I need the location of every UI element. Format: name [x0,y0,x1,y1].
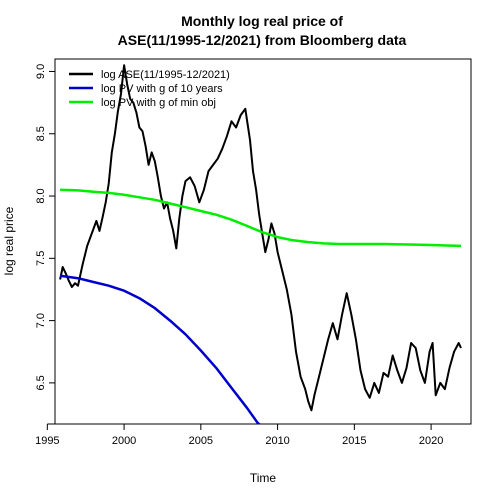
x-tick-label: 2005 [189,435,213,447]
legend-label-2: log PV with g of 10 years [101,83,223,95]
y-tick-label: 7.0 [35,313,47,328]
y-tick-label: 6.5 [35,375,47,390]
x-tick-label: 2000 [112,435,136,447]
legend: log ASE(11/1995-12/2021) log PV with g of… [69,69,230,109]
chart-title-line-2: ASE(11/1995-12/2021) from Bloomberg data [118,32,407,48]
legend-label-3: log PV with g of min obj [101,97,216,109]
series-line-2 [59,274,262,424]
series-line-3 [60,188,462,248]
y-tick-label: 7.5 [35,251,47,266]
x-tick-label: 1995 [35,435,59,447]
x-axis: 1995 2000 2005 2010 2015 2020 [35,423,443,447]
x-tick-label: 2015 [342,435,366,447]
series-group [59,64,462,424]
y-axis: 6.5 7.0 7.5 8.0 8.5 9.0 [35,64,56,391]
y-tick-label: 8.5 [35,126,47,141]
x-tick-label: 2010 [265,435,289,447]
series-line-1 [59,64,462,412]
chart-title-line-1: Monthly log real price of [181,13,343,29]
x-tick-label: 2020 [419,435,443,447]
x-axis-label: Time [250,471,277,485]
y-tick-label: 9.0 [35,64,47,79]
y-axis-label: log real price [2,206,16,275]
legend-label-1: log ASE(11/1995-12/2021) [101,69,230,81]
y-tick-label: 8.0 [35,188,47,203]
